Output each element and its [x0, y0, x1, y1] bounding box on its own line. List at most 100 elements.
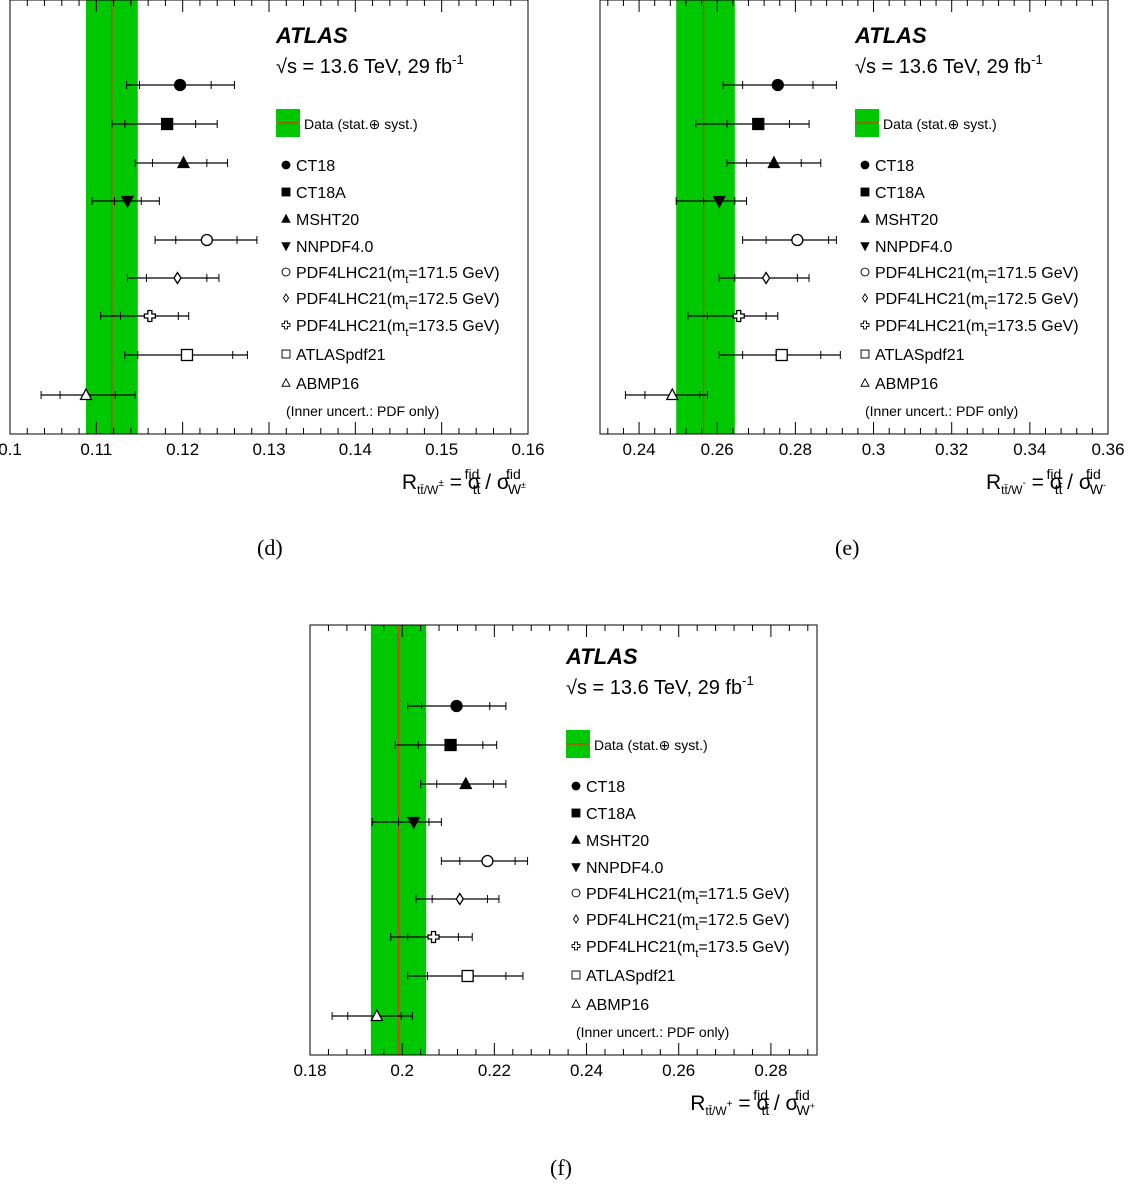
legend-entry-marker — [571, 998, 581, 1008]
legend-entry-label: PDF4LHC21(mt=173.5 GeV) — [586, 939, 790, 960]
x-tick-label: 0.26 — [662, 1061, 695, 1080]
legend-entry-label: ATLASpdf21 — [586, 968, 676, 985]
marker-filled-square — [444, 738, 457, 752]
prediction-open-cross — [100, 309, 190, 323]
marker-open-diamond — [761, 271, 771, 285]
prediction-filled-triangle-up — [420, 776, 507, 790]
prediction-open-circle — [440, 854, 529, 868]
chart-panel-e: 0.24 0.26 0.28 0.3 0.32 0.34 0.36 Rtt̄/W- = σtt… — [599, 0, 1125, 497]
atlas-label: ATLAS — [854, 23, 927, 48]
chart-panel-d: 0.1 0.11 0.12 0.13 0.14 0.15 0.16 Rtt̄/W± = σtt… — [0, 0, 545, 497]
legend-entry-label: ABMP16 — [875, 376, 938, 393]
legend-entry-marker — [860, 267, 870, 277]
legend-note: (Inner uncert.: PDF only) — [286, 403, 439, 419]
legend-filled-square — [281, 187, 291, 197]
legend-data-label: Data (stat.⊕ syst.) — [883, 116, 997, 132]
legend-note: (Inner uncert.: PDF only) — [576, 1024, 729, 1040]
legend-entry-label: PDF4LHC21(mt=171.5 GeV) — [296, 265, 500, 286]
x-tick-label: 0.15 — [425, 440, 458, 459]
legend-open-diamond — [861, 293, 869, 303]
energy-lumi-label: √s = 13.6 TeV, 29 fb-1 — [566, 673, 754, 699]
marker-filled-square — [160, 117, 174, 131]
legend: ATLAS √s = 13.6 TeV, 29 fb-1 Data (stat.⊕ … — [854, 23, 1079, 419]
prediction-filled-square — [111, 117, 218, 131]
legend-entry-marker — [571, 888, 581, 898]
caption-d: (d) — [257, 535, 283, 560]
prediction-open-diamond — [718, 271, 810, 285]
marker-open-triangle-up — [79, 387, 93, 401]
x-tick-label: 0.34 — [1013, 440, 1046, 459]
legend-entry-marker — [860, 377, 870, 387]
x-tick-label: 0.24 — [570, 1061, 603, 1080]
prediction-open-cross — [390, 930, 473, 944]
prediction-open-circle — [742, 233, 837, 247]
legend-entry-label: CT18A — [875, 185, 925, 202]
x-axis-title: Rtt̄/W+ = σtt̄fid / σW+fid — [690, 1087, 815, 1118]
legend-entry-marker — [281, 349, 291, 359]
marker-open-triangle-up — [665, 387, 679, 401]
legend-entry-label: PDF4LHC21(mt=171.5 GeV) — [586, 886, 790, 907]
legend-note: (Inner uncert.: PDF only) — [865, 403, 1018, 419]
prediction-open-square — [124, 348, 248, 362]
x-tick-label: 0.24 — [623, 440, 656, 459]
marker-open-circle — [481, 854, 494, 868]
legend-open-circle — [571, 888, 581, 898]
legend-entry-label: ATLASpdf21 — [875, 347, 965, 364]
prediction-filled-triangle-up — [726, 155, 822, 169]
legend-data-label: Data (stat.⊕ syst.) — [304, 116, 418, 132]
legend-entry-marker — [281, 213, 291, 223]
legend-entry-label: PDF4LHC21(mt=171.5 GeV) — [875, 265, 1079, 286]
legend-entry-label: CT18A — [296, 185, 346, 202]
marker-filled-circle — [450, 699, 463, 713]
legend-filled-square — [571, 808, 581, 818]
prediction-open-triangle-up — [331, 1008, 413, 1022]
prediction-open-circle — [154, 233, 258, 247]
prediction-open-triangle-up — [624, 387, 708, 401]
legend-open-triangle-up — [281, 377, 291, 387]
marker-filled-triangle-up — [176, 155, 191, 169]
x-axis: 0.1 0.11 0.12 0.13 0.14 0.15 0.16 — [0, 0, 545, 459]
legend-open-square — [571, 970, 581, 980]
legend-open-cross — [571, 941, 581, 951]
legend: ATLAS √s = 13.6 TeV, 29 fb-1 Data (stat.⊕ … — [565, 644, 790, 1040]
legend-filled-circle — [571, 781, 581, 791]
legend-entry-label: ABMP16 — [586, 997, 649, 1014]
legend-entry-marker — [860, 213, 870, 223]
legend-entry-marker — [860, 349, 870, 359]
legend-filled-triangle-down — [281, 242, 291, 252]
marker-open-diamond — [455, 892, 465, 906]
legend-open-triangle-up — [860, 377, 870, 387]
prediction-filled-square — [394, 738, 498, 752]
x-tick-label: 0.22 — [478, 1061, 511, 1080]
x-tick-label: 0.14 — [339, 440, 372, 459]
marker-open-cross — [143, 309, 157, 323]
marker-open-square — [775, 348, 788, 362]
caption-f: (f) — [550, 1155, 572, 1180]
legend-entry-marker — [571, 941, 581, 951]
prediction-filled-circle — [407, 699, 507, 713]
legend-entry-label: CT18A — [586, 806, 636, 823]
chart-panel-f: 0.18 0.2 0.22 0.24 0.26 0.28 Rtt̄/W+ = σtt̄fid… — [293, 624, 818, 1118]
x-tick-label: 0.11 — [80, 440, 112, 459]
x-tick-label: 0.26 — [701, 440, 734, 459]
legend-entry-marker — [860, 320, 870, 330]
prediction-filled-circle — [126, 78, 235, 92]
caption-e: (e) — [835, 535, 860, 560]
legend-entry-marker — [860, 242, 870, 252]
x-tick-label: 0.32 — [935, 440, 968, 459]
atlas-label: ATLAS — [275, 23, 348, 48]
prediction-points — [40, 78, 258, 401]
x-tick-label: 0.12 — [166, 440, 199, 459]
legend-entry-marker — [571, 863, 581, 873]
x-tick-label: 0.2 — [390, 1061, 414, 1080]
marker-filled-triangle-down — [407, 816, 421, 830]
legend-filled-triangle-up — [860, 213, 870, 223]
legend-open-cross — [860, 320, 870, 330]
legend-filled-triangle-up — [571, 834, 581, 844]
legend-entry-label: CT18 — [296, 158, 335, 175]
legend-entry-marker — [860, 160, 870, 170]
marker-filled-triangle-up — [767, 155, 781, 169]
legend-entry-label: CT18 — [875, 158, 914, 175]
legend-entry-marker — [281, 160, 291, 170]
legend-filled-square — [860, 187, 870, 197]
